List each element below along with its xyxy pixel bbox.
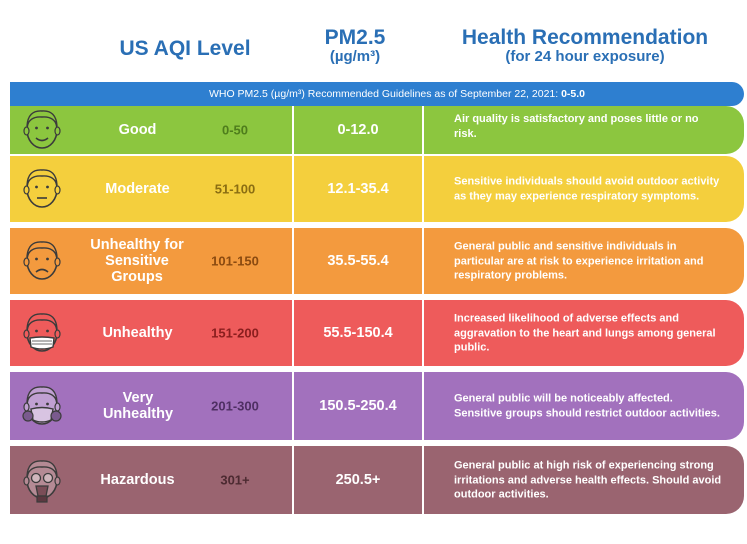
- aqi-range: 201-300: [211, 398, 259, 414]
- pm25-range: 0-12.0: [292, 106, 424, 154]
- aqi-row-hazardous: Hazardous 301+ 250.5+ General public at …: [10, 446, 744, 514]
- who-guideline-banner: WHO PM2.5 (µg/m³) Recommended Guidelines…: [10, 82, 744, 106]
- pm25-range: 250.5+: [292, 446, 424, 514]
- pm25-range-value: 250.5+: [335, 472, 381, 488]
- aqi-level-header: US AQI Level: [100, 38, 270, 60]
- health-recommendation-header: Health Recommendation (for 24 hour expos…: [440, 27, 730, 65]
- face-mask-icon: [18, 303, 66, 363]
- pm25-range: 12.1-35.4: [292, 156, 424, 222]
- who-guideline-value: 0-5.0: [561, 88, 586, 100]
- health-recommendation: Sensitive individuals should avoid outdo…: [454, 175, 720, 203]
- aqi-row-good: Good 0-50 0-12.0 Air quality is satisfac…: [10, 106, 744, 154]
- aqi-range: 301+: [220, 472, 250, 488]
- pm25-range-value: 12.1-35.4: [327, 181, 389, 197]
- aqi-range: 151-200: [211, 325, 259, 341]
- aqi-level-header-text: US AQI Level: [119, 37, 251, 60]
- who-guideline-text: WHO PM2.5 (µg/m³) Recommended Guidelines…: [208, 88, 562, 100]
- sad-face-icon: [18, 231, 66, 291]
- aqi-row-moderate: Moderate 51-100 12.1-35.4 Sensitive indi…: [10, 156, 744, 222]
- health-recommendation: General public at high risk of experienc…: [454, 459, 722, 501]
- aqi-row-unhealthy: Unhealthy 151-200 55.5-150.4 Increased l…: [10, 300, 744, 366]
- aqi-range: 0-50: [221, 122, 249, 138]
- health-recommendation-subtitle: (for 24 hour exposure): [505, 48, 665, 65]
- health-recommendation: General public will be noticeably affect…: [454, 392, 720, 420]
- pm25-header: PM2.5 (µg/m³): [300, 27, 410, 65]
- smiling-face-icon: [18, 100, 66, 160]
- aqi-level-label: Unhealthy: [102, 325, 173, 341]
- pm25-range: 150.5-250.4: [292, 372, 424, 440]
- pm25-header-unit: (µg/m³): [329, 48, 381, 65]
- pm25-range: 55.5-150.4: [292, 300, 424, 366]
- neutral-face-icon: [18, 159, 66, 219]
- pm25-range-value: 35.5-55.4: [327, 253, 389, 269]
- pm25-range-value: 150.5-250.4: [319, 398, 397, 414]
- health-recommendation: Air quality is satisfactory and poses li…: [454, 113, 699, 140]
- aqi-level-label: Unhealthy for Sensitive Groups: [90, 237, 184, 285]
- pm25-range-value: 0-12.0: [337, 122, 379, 138]
- pm25-range-value: 55.5-150.4: [323, 325, 393, 341]
- aqi-level-label: Moderate: [105, 181, 170, 197]
- aqi-range: 51-100: [214, 181, 256, 197]
- aqi-row-very-unhealthy: Very Unhealthy 201-300 150.5-250.4 Gener…: [10, 372, 744, 440]
- aqi-level-label: Hazardous: [100, 472, 175, 488]
- pm25-range: 35.5-55.4: [292, 228, 424, 294]
- aqi-level-label: Very Unhealthy: [102, 390, 174, 422]
- health-recommendation: Increased likelihood of adverse effects …: [454, 312, 716, 354]
- pm25-header-title: PM2.5: [324, 26, 386, 49]
- health-recommendation: General public and sensitive individuals…: [454, 240, 704, 282]
- aqi-level-label: Good: [118, 122, 157, 138]
- respirator-icon: [18, 376, 66, 436]
- aqi-range: 101-150: [211, 253, 259, 269]
- health-recommendation-title: Health Recommendation: [461, 26, 709, 49]
- aqi-row-unhealthy-sensitive: Unhealthy for Sensitive Groups 101-150 3…: [10, 228, 744, 294]
- gas-mask-icon: [18, 450, 66, 510]
